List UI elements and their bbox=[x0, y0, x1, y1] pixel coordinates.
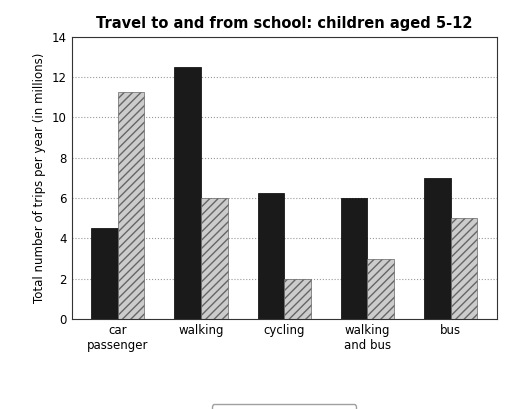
Bar bbox=[368, 258, 394, 319]
Bar bbox=[201, 198, 227, 319]
Bar bbox=[174, 67, 201, 319]
Bar bbox=[451, 218, 477, 319]
Bar bbox=[341, 198, 368, 319]
Bar bbox=[284, 279, 311, 319]
Bar bbox=[424, 178, 451, 319]
Bar bbox=[258, 193, 284, 319]
Bar bbox=[91, 228, 118, 319]
Bar bbox=[118, 92, 144, 319]
Title: Travel to and from school: children aged 5-12: Travel to and from school: children aged… bbox=[96, 16, 473, 31]
Legend: 1990, 2010: 1990, 2010 bbox=[212, 404, 356, 409]
Y-axis label: Total number of trips per year (in millions): Total number of trips per year (in milli… bbox=[33, 53, 46, 303]
